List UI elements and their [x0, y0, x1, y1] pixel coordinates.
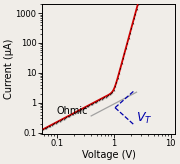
Text: Ohmic: Ohmic [57, 106, 88, 116]
Y-axis label: Current (μA): Current (μA) [4, 39, 14, 99]
Text: $V_T$: $V_T$ [136, 111, 152, 126]
X-axis label: Voltage (V): Voltage (V) [82, 150, 136, 160]
